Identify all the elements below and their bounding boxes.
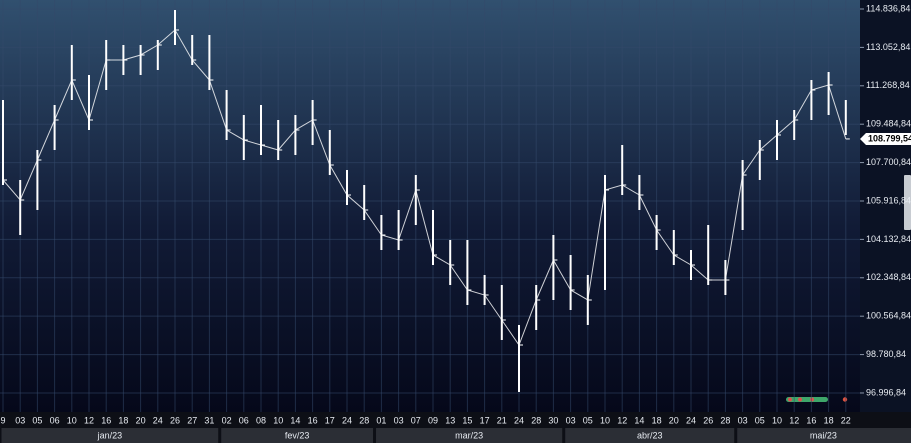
y-tick-label: 111.268,84: [866, 80, 910, 90]
x-tick-label: 06: [239, 415, 249, 425]
month-label: abr/23: [637, 430, 663, 440]
month-label: jan/23: [97, 430, 123, 440]
x-tick-label: 9: [0, 415, 5, 425]
x-tick-label: 12: [84, 415, 94, 425]
x-tick-label: 24: [153, 415, 163, 425]
x-tick-label: 24: [342, 415, 352, 425]
x-tick-label: 31: [204, 415, 214, 425]
plot-area: [0, 0, 860, 412]
x-tick-label: 18: [652, 415, 662, 425]
y-tick-label: 102.348,84: [866, 272, 911, 282]
x-tick-label: 26: [703, 415, 713, 425]
y-tick-label: 105.916,84: [866, 195, 911, 205]
y-tick-label: 98.780,84: [866, 349, 906, 359]
x-tick-label: 20: [669, 415, 679, 425]
x-tick-label: 06: [50, 415, 60, 425]
x-tick-label: 12: [789, 415, 799, 425]
x-tick-label: 27: [187, 415, 197, 425]
x-tick-label: 28: [720, 415, 730, 425]
x-tick-label: 21: [497, 415, 507, 425]
x-tick-label: 03: [15, 415, 25, 425]
month-label: mai/23: [810, 430, 837, 440]
x-tick-label: 08: [256, 415, 266, 425]
x-tick-label: 01: [376, 415, 386, 425]
x-tick-label: 13: [445, 415, 455, 425]
x-tick-label: 26: [170, 415, 180, 425]
x-tick-label: 10: [273, 415, 283, 425]
y-tick-label: 100.564,84: [866, 311, 911, 321]
close-line: [2, 29, 847, 347]
y-tick-label: 109.484,84: [866, 119, 911, 129]
last-price-label: 108.799,54: [868, 133, 911, 143]
x-tick-label: 24: [514, 415, 524, 425]
x-tick-label: 12: [617, 415, 627, 425]
y-tick-label: 107.700,84: [866, 157, 911, 167]
x-tick-label: 05: [583, 415, 593, 425]
x-tick-label: 10: [772, 415, 782, 425]
x-axis-area: [0, 412, 911, 428]
x-tick-label: 30: [548, 415, 558, 425]
x-tick-label: 14: [634, 415, 644, 425]
x-tick-label: 18: [824, 415, 834, 425]
x-tick-label: 15: [462, 415, 472, 425]
x-tick-label: 09: [428, 415, 438, 425]
x-tick-label: 03: [738, 415, 748, 425]
y-tick-label: 113.052,84: [866, 42, 910, 52]
x-tick-label: 17: [325, 415, 335, 425]
x-tick-label: 10: [67, 415, 77, 425]
x-tick-label: 10: [600, 415, 610, 425]
x-tick-label: 03: [566, 415, 576, 425]
x-tick-label: 16: [806, 415, 816, 425]
x-tick-label: 20: [136, 415, 146, 425]
x-tick-label: 03: [394, 415, 404, 425]
x-tick-label: 22: [841, 415, 851, 425]
month-axis-area: [0, 428, 911, 443]
x-tick-label: 05: [32, 415, 42, 425]
x-tick-label: 17: [480, 415, 490, 425]
side-panel-tab[interactable]: [904, 175, 911, 230]
y-tick-label: 96.996,84: [866, 387, 906, 397]
x-tick-label: 24: [686, 415, 696, 425]
x-tick-label: 16: [308, 415, 318, 425]
month-label: fev/23: [285, 430, 310, 440]
x-tick-label: 14: [290, 415, 300, 425]
x-tick-label: 16: [101, 415, 111, 425]
y-tick-label: 104.132,84: [866, 234, 911, 244]
x-tick-label: 18: [118, 415, 128, 425]
x-tick-label: 02: [222, 415, 232, 425]
last-price-marker: [860, 132, 911, 145]
month-label: mar/23: [455, 430, 483, 440]
x-tick-label: 28: [359, 415, 369, 425]
y-tick-label: 114.836,84: [866, 3, 910, 13]
x-tick-label: 07: [411, 415, 421, 425]
x-tick-label: 05: [755, 415, 765, 425]
x-tick-label: 28: [531, 415, 541, 425]
y-axis-area: [860, 0, 911, 412]
